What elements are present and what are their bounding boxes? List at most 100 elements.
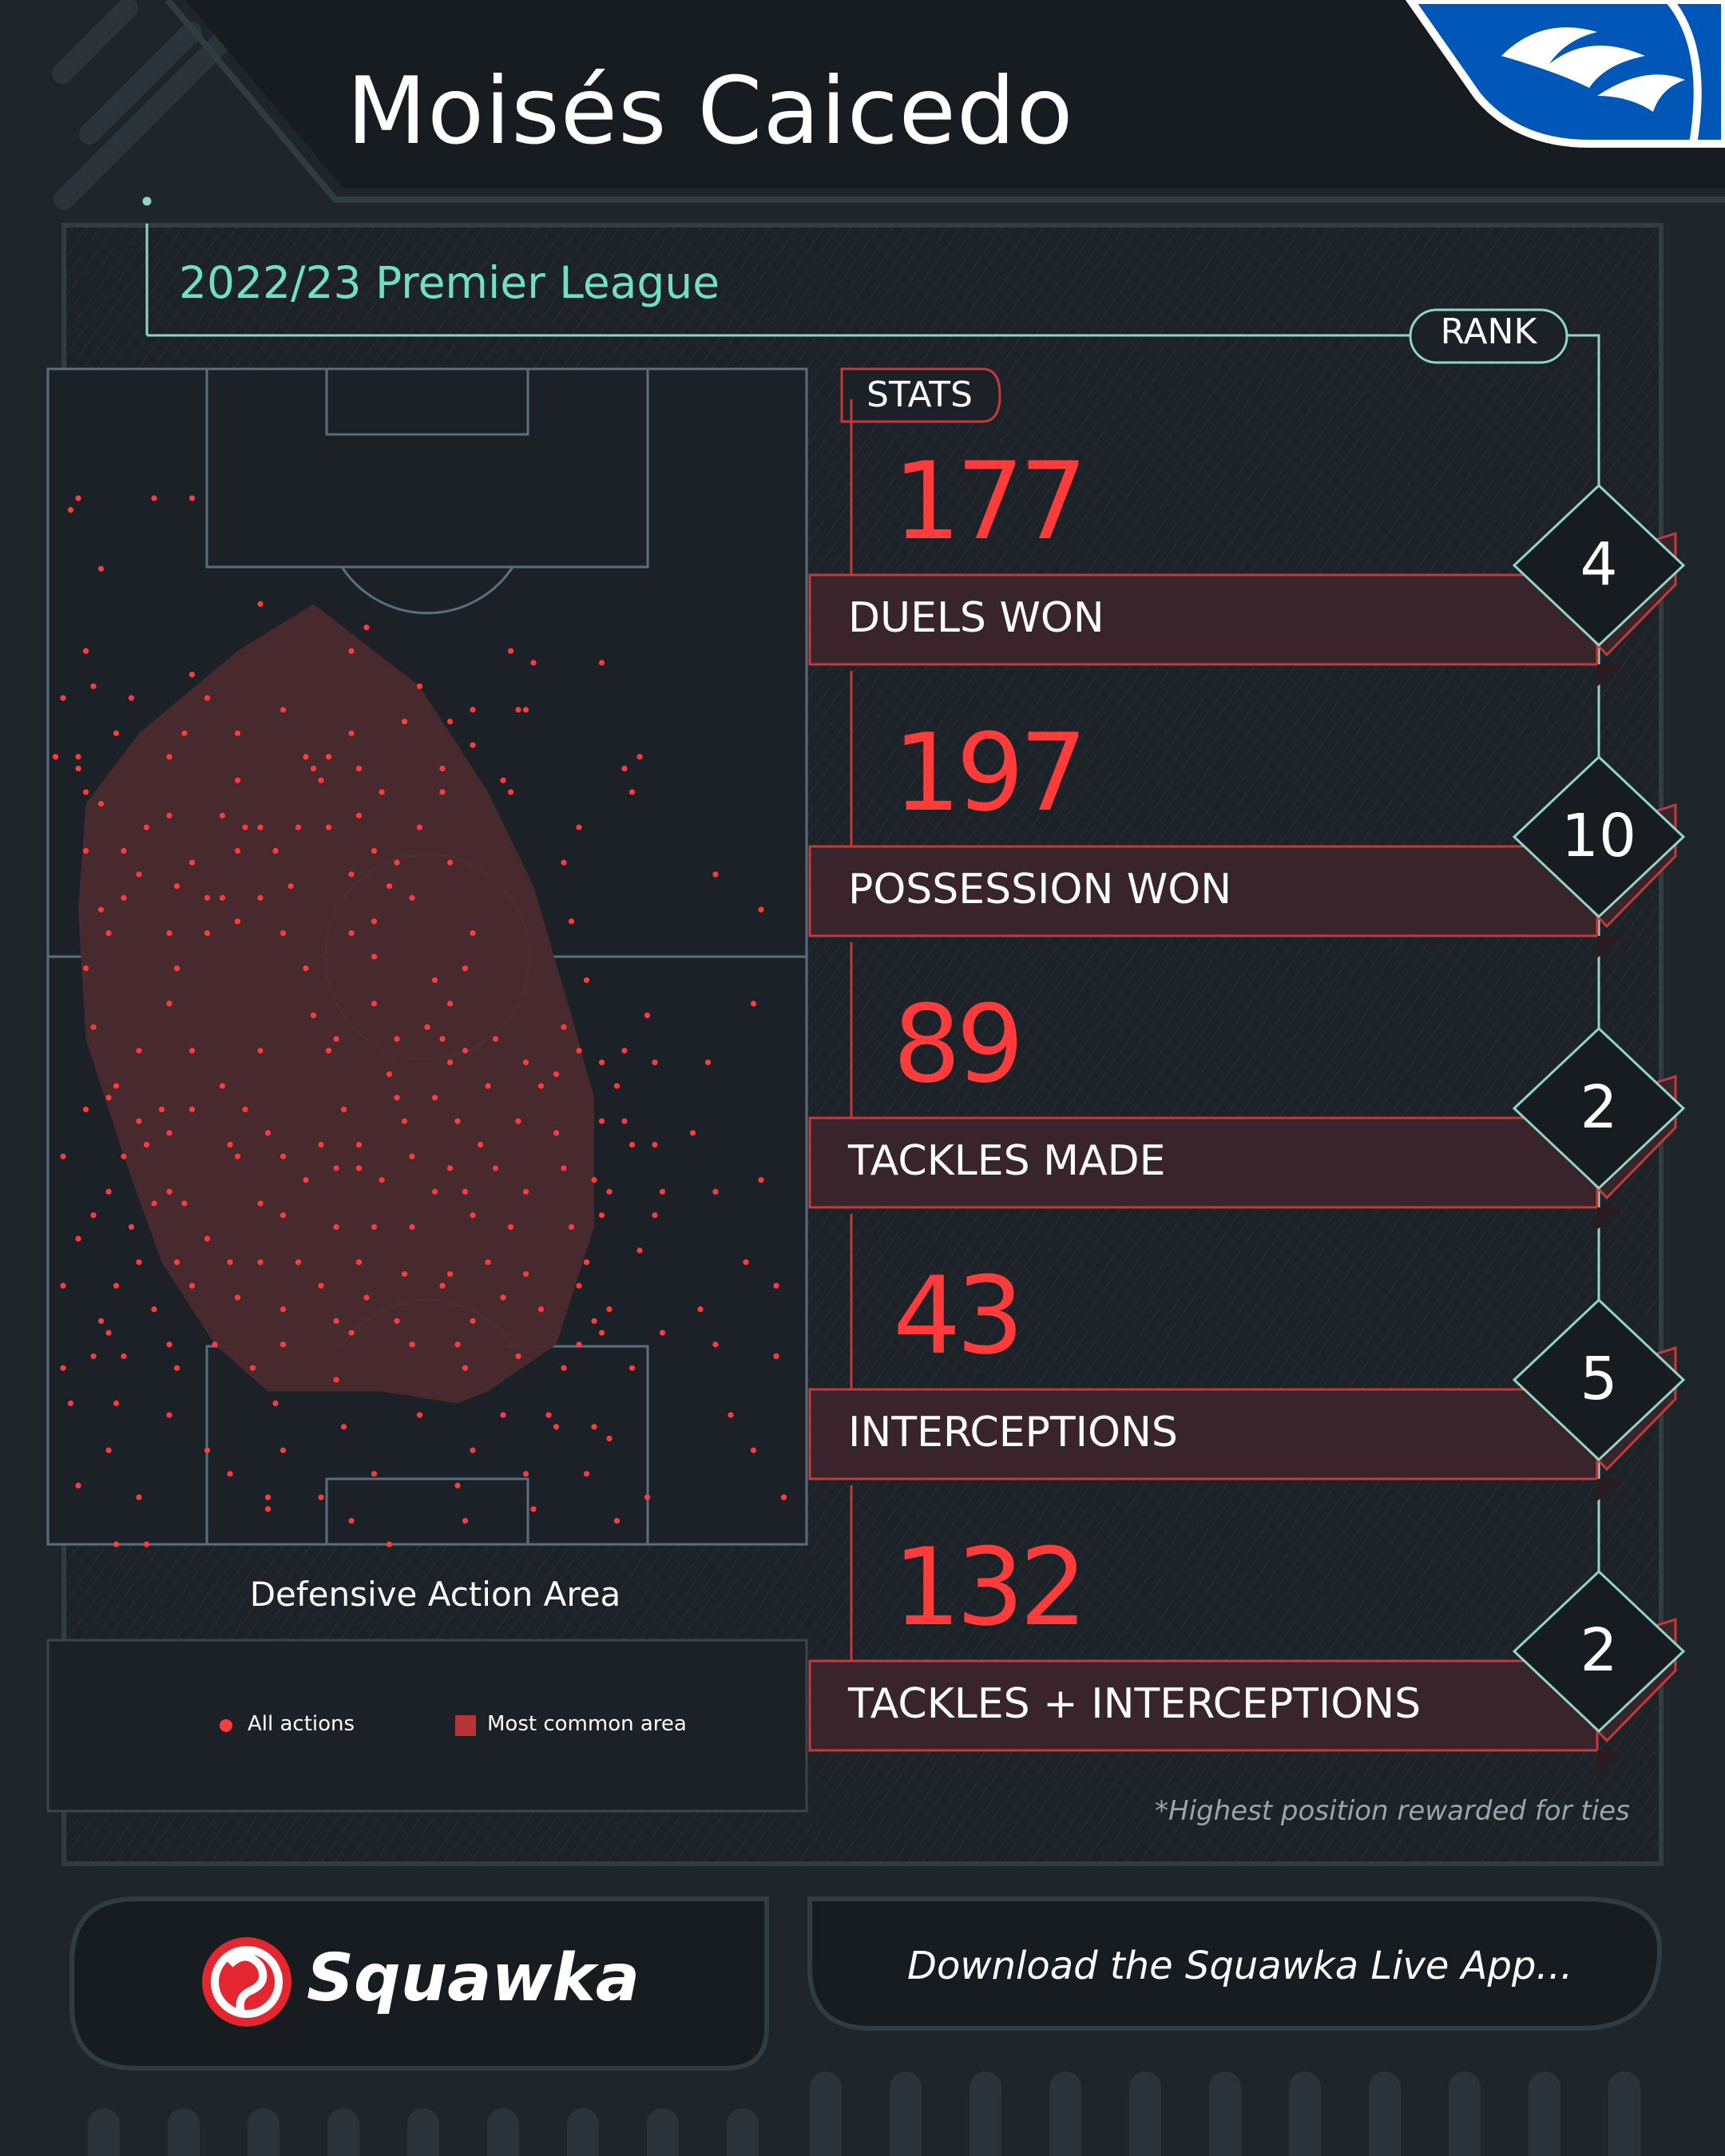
- action-dot: [188, 1048, 196, 1054]
- action-dot: [522, 1471, 529, 1477]
- action-dot: [492, 1036, 499, 1042]
- action-dot: [227, 1259, 233, 1266]
- action-dot: [348, 648, 355, 654]
- action-dot: [333, 1036, 339, 1042]
- rank-value-interceptions: 5: [1580, 1345, 1618, 1413]
- bottom-decorative-bars: [88, 2071, 1640, 2156]
- action-dot: [303, 965, 309, 972]
- action-dot: [537, 1306, 545, 1313]
- action-dot: [143, 1541, 150, 1548]
- action-dot: [67, 507, 74, 513]
- action-dot: [553, 1071, 560, 1077]
- brand-name: Squawka: [307, 1940, 640, 2016]
- action-dot: [128, 695, 135, 701]
- action-dot: [121, 847, 127, 854]
- action-dot: [280, 1153, 287, 1159]
- rank-diamond: [1512, 755, 1686, 919]
- player-name-title: Moisés Caicedo: [347, 57, 1074, 165]
- action-dot: [166, 1188, 172, 1195]
- rank-diamond: [1512, 1569, 1686, 1734]
- action-dot: [295, 1259, 302, 1266]
- action-dot: [568, 918, 575, 925]
- action-dot: [545, 1412, 552, 1418]
- action-dot: [439, 1036, 446, 1042]
- action-dot: [227, 1141, 233, 1148]
- action-dot: [204, 1235, 211, 1242]
- action-dot: [394, 1318, 400, 1324]
- action-dot: [303, 1177, 309, 1183]
- action-dot: [500, 1412, 506, 1418]
- action-dot: [333, 1377, 339, 1383]
- rank-value-tackles-made: 2: [1580, 1073, 1618, 1142]
- action-dot: [151, 1200, 157, 1207]
- action-dot: [310, 1013, 317, 1019]
- action-dot: [439, 789, 446, 795]
- action-dot: [348, 1517, 355, 1524]
- action-dot: [113, 730, 120, 736]
- action-dot: [598, 1212, 605, 1219]
- action-dot: [188, 1106, 196, 1112]
- action-dot: [371, 918, 378, 925]
- action-dot: [613, 1083, 621, 1089]
- action-dot: [416, 683, 423, 690]
- action-dot: [697, 1306, 704, 1313]
- season-label: 2022/23 Premier League: [179, 257, 720, 308]
- action-dot: [234, 777, 241, 783]
- action-dot: [446, 1001, 454, 1007]
- action-dot: [773, 1353, 779, 1360]
- action-dot: [242, 1106, 248, 1112]
- pitch-caption: Defensive Action Area: [249, 1575, 621, 1614]
- action-dot: [257, 824, 264, 830]
- action-dot: [136, 871, 142, 878]
- action-dot: [204, 695, 211, 701]
- action-dot: [257, 1259, 264, 1266]
- action-dot: [234, 1294, 241, 1301]
- action-dot: [644, 1013, 651, 1019]
- action-dot: [355, 1259, 363, 1266]
- stat-label-tackles-made: TACKLES MADE: [848, 1137, 1166, 1185]
- action-dot: [234, 1153, 241, 1159]
- action-dot: [470, 1447, 476, 1453]
- action-dot: [553, 1424, 560, 1430]
- action-dot: [454, 1118, 461, 1124]
- action-dot: [621, 765, 628, 772]
- legend-swatch-most-common-area: [455, 1715, 476, 1736]
- action-dot: [166, 812, 172, 818]
- action-dot: [477, 1141, 484, 1148]
- action-dot: [249, 1365, 256, 1371]
- stat-value-duels-won: 177: [893, 439, 1088, 564]
- stat-band: [808, 1116, 1599, 1209]
- action-dot: [371, 1471, 378, 1477]
- action-dot: [90, 683, 97, 690]
- action-dot: [515, 707, 521, 713]
- action-dot: [173, 883, 180, 890]
- action-dot: [90, 1353, 97, 1360]
- action-dot: [629, 1141, 636, 1148]
- action-dot: [462, 1517, 469, 1524]
- stat-label-possession-won: POSSESSION WON: [848, 866, 1232, 914]
- action-dot: [629, 789, 636, 795]
- action-dot: [166, 754, 172, 760]
- action-dot: [598, 1330, 605, 1336]
- action-dot: [310, 765, 317, 772]
- action-dot: [371, 953, 378, 960]
- cta-footer-box[interactable]: [807, 1896, 1663, 2031]
- action-dot: [82, 789, 89, 795]
- action-dot: [598, 1118, 605, 1124]
- action-dot: [82, 847, 89, 854]
- action-dot: [401, 719, 408, 725]
- action-dot: [606, 1306, 613, 1313]
- action-dot: [454, 1482, 461, 1488]
- action-dot: [537, 1083, 545, 1089]
- action-dot: [204, 929, 211, 937]
- action-dot: [431, 1188, 438, 1195]
- action-dot: [158, 1106, 165, 1112]
- action-dot: [446, 1165, 454, 1171]
- ties-footnote: *Highest position rewarded for ties: [1155, 1795, 1630, 1827]
- rank-value-tackles-plus-interceptions: 2: [1580, 1616, 1618, 1685]
- download-app-link[interactable]: Download the Squawka Live App...: [907, 1944, 1573, 1988]
- action-dot: [712, 1342, 719, 1348]
- stat-row: [808, 671, 1686, 958]
- action-dot: [143, 1141, 150, 1148]
